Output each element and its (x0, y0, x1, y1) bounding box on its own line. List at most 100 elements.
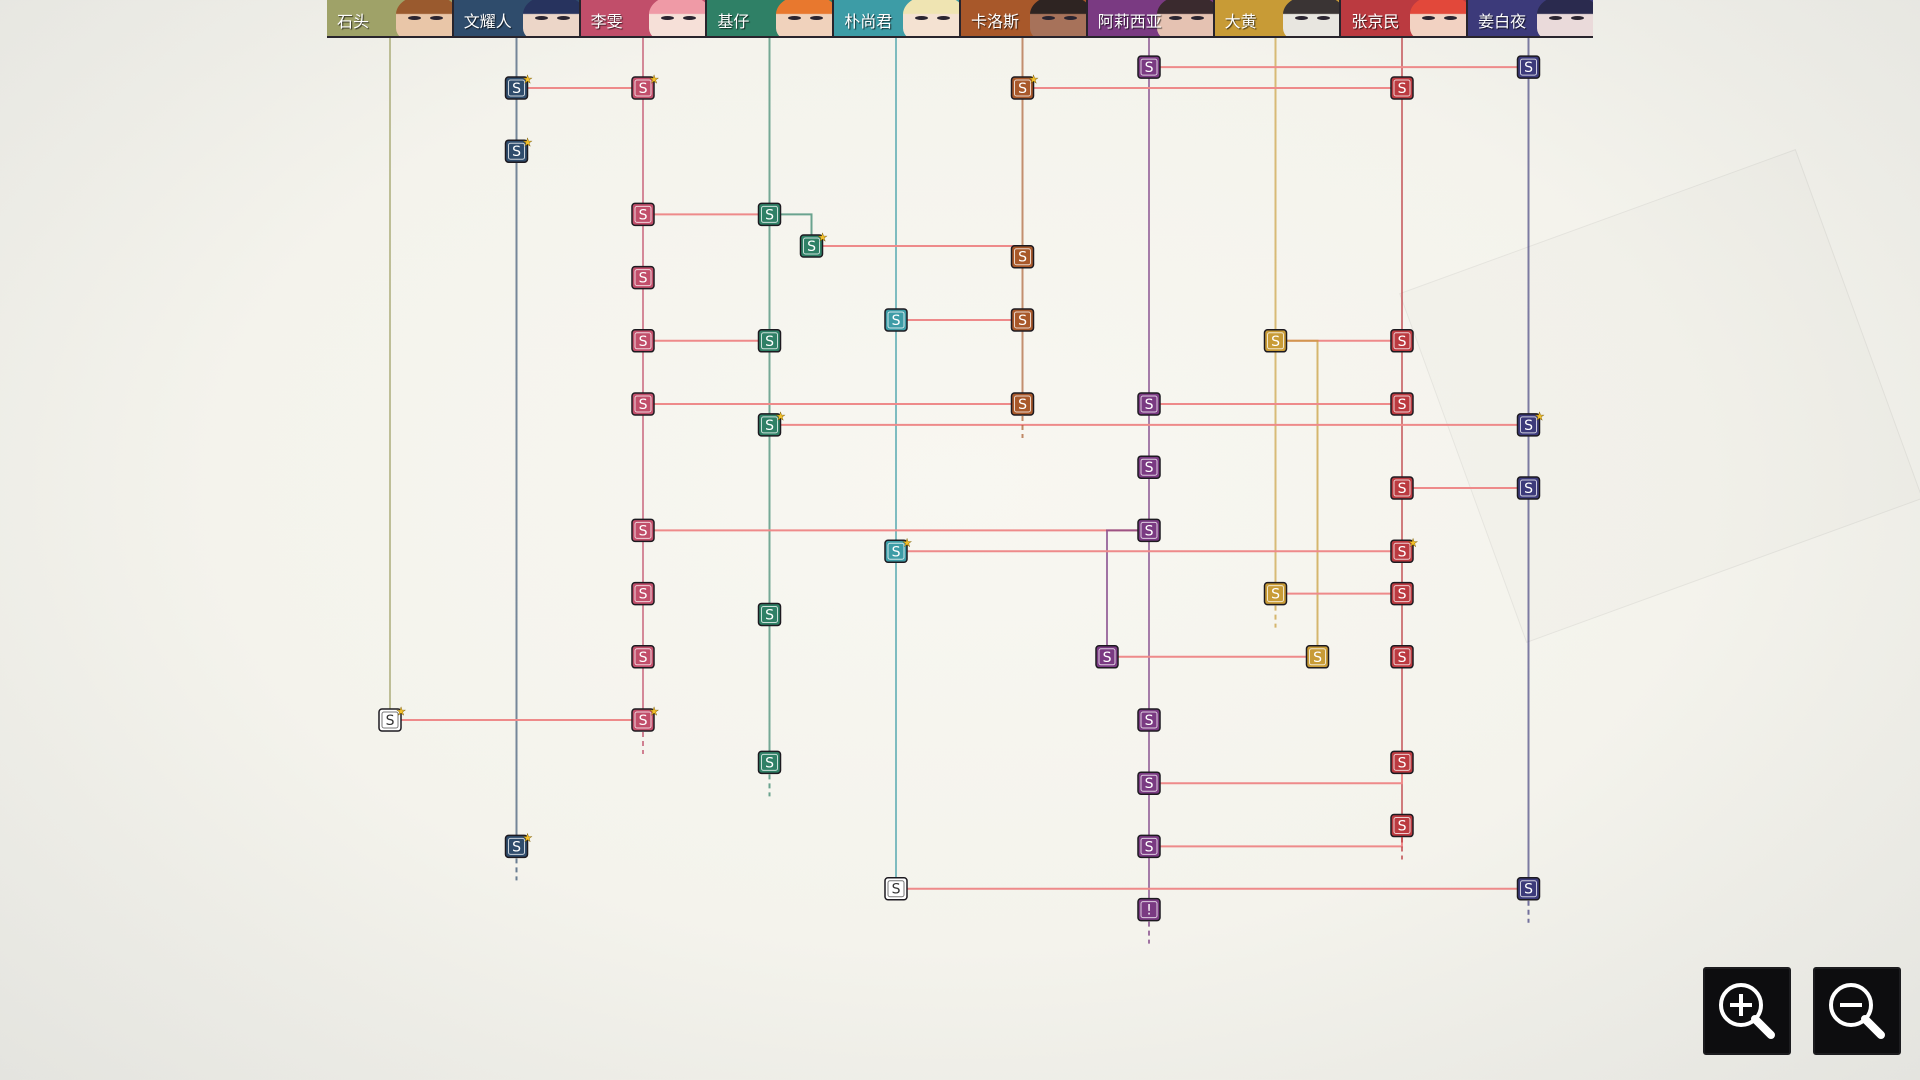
character-tab-shitou[interactable]: 石头 (327, 0, 454, 36)
node-inner-frame (1393, 648, 1411, 666)
node-label: S (1145, 60, 1154, 76)
node-label: ! (1146, 903, 1152, 919)
node-box (378, 708, 402, 732)
portrait-eye-icon (1190, 16, 1204, 20)
character-tab-zhang[interactable]: 张京民 (1341, 0, 1469, 36)
scene-node-p3[interactable]: S (884, 876, 908, 901)
node-box (1010, 76, 1035, 100)
node-label: S (1018, 250, 1027, 266)
scene-node-z6[interactable]: S (1390, 581, 1414, 606)
node-inner-frame (761, 205, 778, 223)
scene-node-a2[interactable]: S (1137, 392, 1161, 416)
scene-node-a4[interactable]: S (1137, 518, 1161, 543)
scene-node-j6[interactable]: S (757, 750, 782, 775)
zoom-out-button[interactable] (1813, 967, 1901, 1055)
node-box (1390, 539, 1414, 564)
branch-link (1149, 762, 1403, 785)
node-label: S (1018, 81, 1027, 97)
scene-node-d3[interactable]: S (1305, 645, 1330, 669)
scene-node-w3[interactable]: S★ (504, 832, 533, 859)
scene-node-l3[interactable]: S (631, 265, 655, 290)
scene-node-z8[interactable]: S (1390, 750, 1414, 775)
node-box (1390, 750, 1414, 775)
node-box (1137, 897, 1161, 922)
scene-node-l7[interactable]: S (631, 581, 655, 606)
scene-node-s1[interactable]: S★ (378, 706, 406, 732)
scene-node-j4[interactable]: S★ (757, 411, 786, 437)
scene-node-a7[interactable]: S (1137, 771, 1161, 795)
node-inner-frame (1140, 837, 1158, 855)
scene-node-l1[interactable]: S★ (631, 74, 659, 100)
scene-node-p2[interactable]: S★ (884, 537, 912, 564)
scene-node-b3[interactable]: S (1516, 476, 1541, 500)
scene-node-z7[interactable]: S (1390, 645, 1414, 669)
character-tab-wenyao[interactable]: 文耀人 (453, 0, 581, 36)
node-label: S (512, 144, 521, 160)
character-tab-alicia[interactable]: 阿莉西亚 (1087, 0, 1215, 36)
node-label: S (639, 650, 648, 666)
node-inner-frame (887, 311, 905, 329)
scene-node-b4[interactable]: S (1516, 876, 1541, 901)
node-box (631, 518, 655, 543)
scene-node-a3[interactable]: S (1137, 455, 1161, 479)
alert-node-a9[interactable]: ! (1137, 897, 1161, 922)
portrait-eye-icon (534, 16, 548, 20)
scene-node-z2[interactable]: S (1390, 329, 1414, 353)
scene-node-l9[interactable]: S★ (631, 706, 659, 732)
scene-node-c3[interactable]: S (1010, 308, 1035, 332)
node-box (1390, 392, 1414, 416)
character-portrait-icon (395, 0, 452, 36)
node-box (1263, 581, 1288, 606)
character-tab-dahuang[interactable]: 大黄 (1214, 0, 1342, 36)
character-tab-liwen[interactable]: 李雯 (580, 0, 708, 36)
scene-node-z4[interactable]: S (1390, 476, 1414, 500)
character-tab-label: 卡洛斯 (970, 12, 1019, 31)
scene-node-z9[interactable]: S (1390, 813, 1414, 838)
scene-node-l6[interactable]: S (631, 518, 655, 543)
scene-node-d2[interactable]: S (1263, 581, 1288, 606)
scene-node-p1[interactable]: S (884, 308, 908, 332)
character-tab-jizai[interactable]: 基仔 (707, 0, 835, 36)
scene-node-l8[interactable]: S (631, 645, 655, 669)
scene-node-a5[interactable]: S (1095, 645, 1119, 669)
scene-node-a6[interactable]: S (1137, 708, 1161, 732)
scene-node-j2[interactable]: S★ (799, 232, 828, 258)
node-label: S (892, 544, 901, 560)
star-icon: ★ (902, 537, 912, 549)
scene-node-j3[interactable]: S (757, 329, 782, 353)
node-box (1390, 581, 1414, 606)
scene-node-z5[interactable]: S★ (1390, 537, 1418, 564)
scene-node-l4[interactable]: S (631, 329, 655, 353)
scene-node-z3[interactable]: S (1390, 392, 1414, 416)
character-tab-piao[interactable]: 朴尚君 (834, 0, 961, 36)
scene-node-w1[interactable]: S★ (504, 74, 533, 100)
node-label: S (1398, 650, 1407, 666)
portrait-eye-icon (1295, 16, 1309, 20)
zoom-in-button[interactable] (1703, 967, 1791, 1055)
scene-node-a8[interactable]: S (1137, 834, 1161, 859)
scene-node-d1[interactable]: S (1263, 329, 1288, 353)
node-label: S (1524, 418, 1533, 434)
scene-node-j1[interactable]: S (757, 202, 782, 227)
scene-node-a1[interactable]: S (1137, 55, 1161, 79)
node-label: S (807, 239, 816, 255)
character-tab-carlos[interactable]: 卡洛斯 (960, 0, 1088, 36)
node-label: S (1398, 544, 1407, 560)
node-box (631, 76, 655, 100)
scene-node-w2[interactable]: S★ (504, 137, 533, 163)
scene-node-z1[interactable]: S (1390, 76, 1414, 100)
node-box (1137, 834, 1161, 859)
node-box (1390, 476, 1414, 500)
scene-node-j5[interactable]: S (757, 602, 782, 627)
scene-node-c2[interactable]: S (1010, 244, 1035, 269)
node-label: S (639, 523, 648, 539)
scene-node-c4[interactable]: S (1010, 392, 1035, 416)
node-inner-frame (1098, 648, 1116, 666)
node-box (1390, 813, 1414, 838)
scene-node-b2[interactable]: S★ (1516, 411, 1545, 437)
scene-node-b1[interactable]: S (1516, 55, 1541, 79)
character-tab-jiang[interactable]: 姜白夜 (1468, 0, 1593, 36)
scene-node-c1[interactable]: S★ (1010, 74, 1039, 100)
scene-node-l5[interactable]: S (631, 392, 655, 416)
scene-node-l2[interactable]: S (631, 202, 655, 227)
